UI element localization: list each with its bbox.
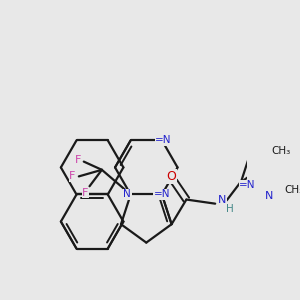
Text: F: F bbox=[75, 155, 81, 165]
Text: =N: =N bbox=[239, 180, 256, 190]
Text: H: H bbox=[226, 204, 234, 214]
Text: F: F bbox=[69, 171, 75, 182]
Text: O: O bbox=[167, 170, 176, 183]
Text: CH₃: CH₃ bbox=[271, 146, 290, 156]
Text: CH₃: CH₃ bbox=[284, 185, 300, 195]
Text: N: N bbox=[218, 195, 226, 206]
Text: =N: =N bbox=[155, 135, 172, 146]
Text: N: N bbox=[124, 190, 131, 200]
Text: N: N bbox=[265, 191, 274, 201]
Text: F: F bbox=[82, 188, 88, 198]
Text: =N: =N bbox=[154, 190, 170, 200]
